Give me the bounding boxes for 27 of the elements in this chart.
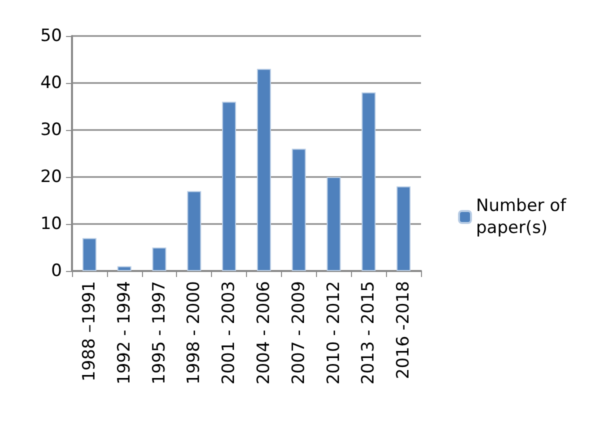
bar (326, 177, 341, 271)
legend-label: Number of paper(s) (476, 196, 572, 238)
x-tick-label: 2010 - 2012 (324, 281, 344, 384)
bar (82, 238, 96, 271)
y-tick-label: 40 (40, 73, 62, 93)
x-tick-label: 1988 –1991 (79, 281, 100, 382)
x-tick-label: 2007 - 2009 (288, 281, 309, 384)
bar (292, 148, 306, 271)
bar (222, 102, 236, 271)
x-tick-label: 2004 - 2006 (254, 281, 274, 384)
x-tick-label: 1998 - 2000 (184, 281, 204, 384)
x-tick-label: 2001 - 2003 (219, 281, 240, 384)
y-tick-label: 30 (40, 120, 62, 140)
bar (187, 191, 202, 271)
bar (396, 186, 411, 271)
y-tick-label: 0 (51, 261, 62, 281)
bar (152, 248, 166, 271)
bar (362, 92, 376, 271)
bar (256, 68, 271, 271)
x-tick-label: 2016 -2018 (394, 281, 414, 380)
x-tick-label: 1992 - 1994 (114, 281, 134, 384)
y-tick-label: 20 (40, 167, 62, 187)
y-tick-label: 10 (40, 214, 62, 234)
x-tick-label: 1995 - 1997 (149, 281, 170, 384)
bar (117, 266, 132, 271)
y-tick-label: 50 (40, 26, 62, 46)
x-tick-label: 2013 - 2015 (358, 281, 379, 384)
